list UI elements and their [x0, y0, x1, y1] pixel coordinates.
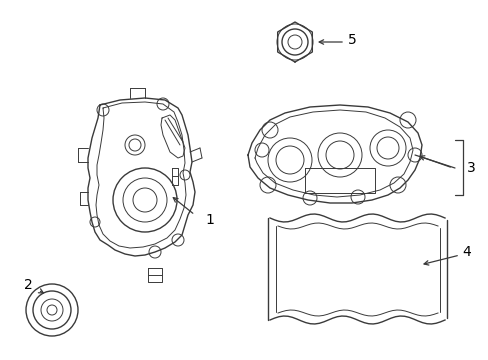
- Text: 3: 3: [466, 161, 475, 175]
- Text: 5: 5: [347, 33, 356, 47]
- Text: 2: 2: [23, 278, 32, 292]
- Text: 1: 1: [204, 213, 213, 227]
- Text: 4: 4: [461, 245, 470, 259]
